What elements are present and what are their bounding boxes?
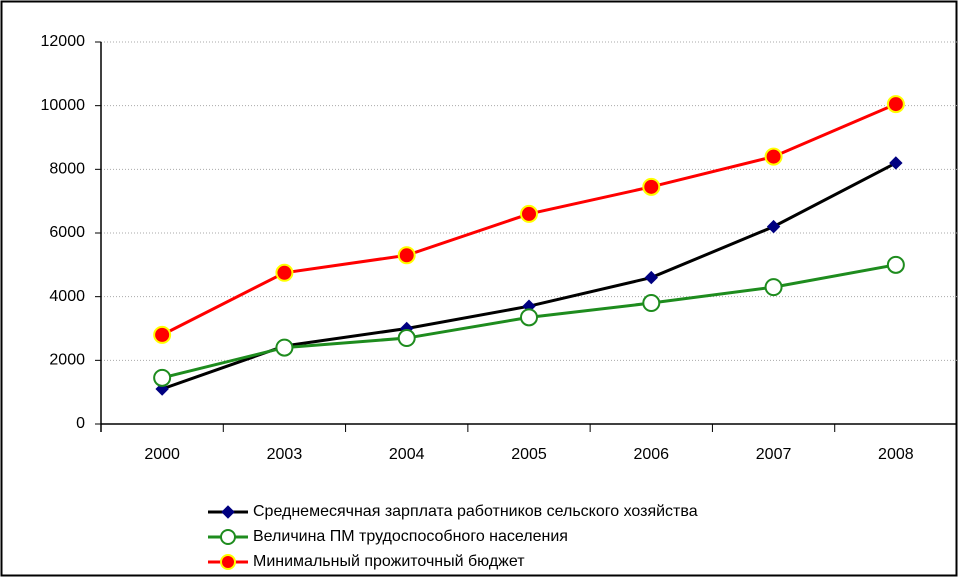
x-tick-label: 2004 <box>389 446 425 463</box>
marker <box>155 382 169 396</box>
marker <box>886 255 905 274</box>
y-tick-label: 12000 <box>41 33 86 50</box>
marker <box>642 177 661 196</box>
marker <box>889 156 903 170</box>
x-tick-label: 2007 <box>756 446 792 463</box>
marker <box>153 325 172 344</box>
marker <box>275 263 294 282</box>
marker <box>153 368 172 387</box>
x-tick-label: 2003 <box>267 446 303 463</box>
legend-marker <box>221 505 235 519</box>
x-tick-label: 2008 <box>878 446 914 463</box>
x-tick-label: 2005 <box>511 446 547 463</box>
marker <box>766 219 781 234</box>
y-tick-label: 4000 <box>49 288 85 305</box>
y-tick-label: 6000 <box>49 224 85 241</box>
y-tick-label: 8000 <box>49 161 85 178</box>
marker <box>275 338 294 357</box>
marker <box>397 246 416 265</box>
legend-marker <box>220 554 236 570</box>
legend-label: Величина ПМ трудоспособного населения <box>253 528 568 545</box>
y-tick-label: 0 <box>76 415 85 432</box>
x-tick-label: 2000 <box>144 446 180 463</box>
y-tick-label: 10000 <box>41 97 86 114</box>
marker <box>764 278 783 297</box>
x-tick-label: 2006 <box>633 446 669 463</box>
marker <box>886 95 905 114</box>
legend-label: Среднемесячная зарплата работников сельс… <box>253 503 698 520</box>
marker <box>520 204 538 223</box>
marker <box>397 329 416 348</box>
legend-label: Минимальный прожиточный бюджет <box>253 553 525 570</box>
y-tick-label: 2000 <box>49 352 85 369</box>
marker <box>764 147 783 166</box>
marker <box>644 270 658 285</box>
marker <box>520 308 538 327</box>
legend-marker <box>220 529 236 545</box>
marker <box>642 294 661 313</box>
